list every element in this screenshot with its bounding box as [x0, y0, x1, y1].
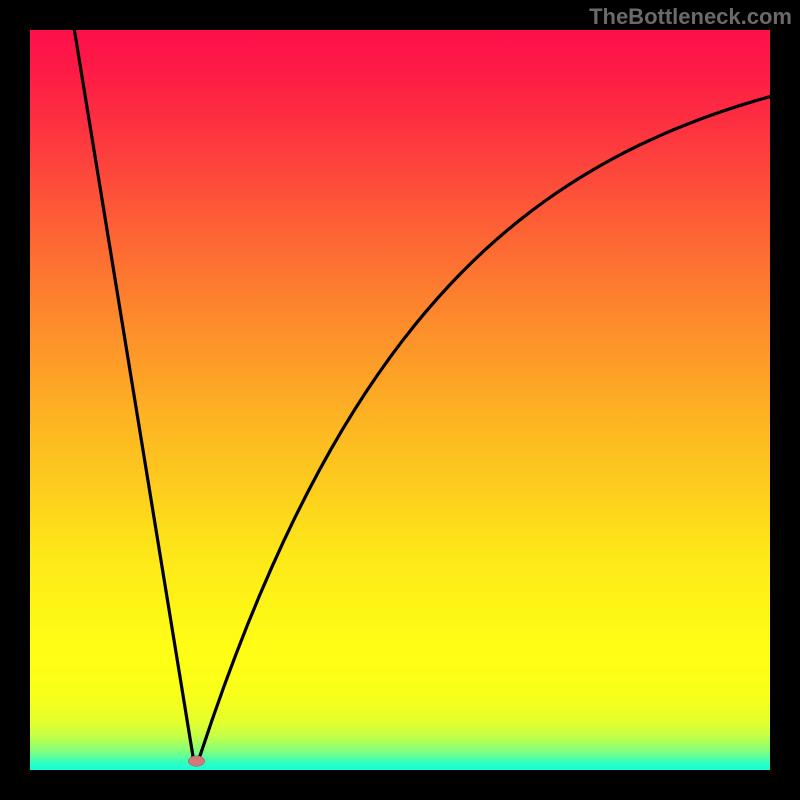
chart-container: TheBottleneck.com: [0, 0, 800, 800]
gradient-background: [30, 30, 770, 770]
plot-svg: [30, 30, 770, 770]
minimum-marker: [188, 756, 204, 766]
watermark-text: TheBottleneck.com: [589, 4, 792, 30]
plot-area: [30, 30, 770, 770]
